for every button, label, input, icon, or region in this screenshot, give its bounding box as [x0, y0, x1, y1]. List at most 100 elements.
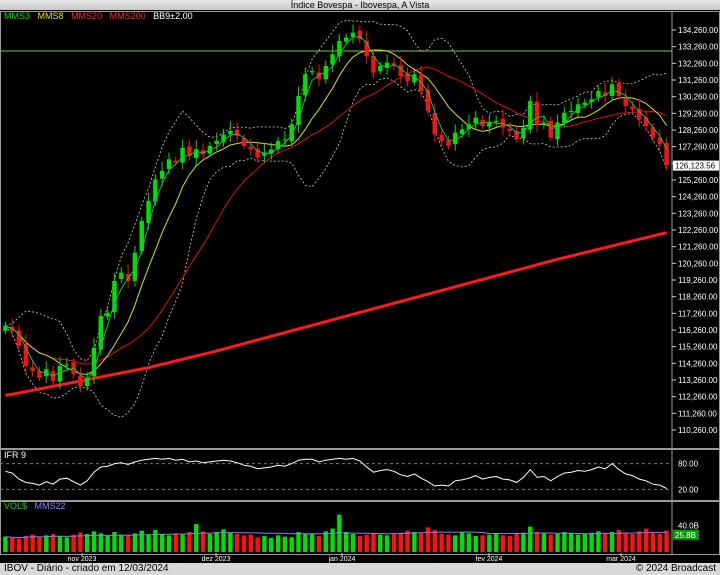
mms3-line: [5, 36, 668, 380]
price-tick-label-18: 116,260.00: [678, 326, 718, 335]
volume-bar: [480, 535, 485, 552]
candle-body: [3, 326, 8, 331]
price-tick-label-15: 119,260.00: [678, 276, 718, 285]
candle-body: [30, 367, 35, 371]
candle-body: [187, 146, 192, 156]
candle-body: [466, 124, 472, 130]
legend-mms8: MMS8: [37, 11, 64, 21]
volume-bar: [166, 535, 172, 552]
candle-body: [596, 91, 601, 98]
volume-bar: [194, 524, 199, 552]
volume-bar: [418, 533, 424, 552]
volume-bar: [609, 532, 615, 552]
price-tick-label-16: 118,260.00: [678, 293, 718, 302]
candle-body: [146, 201, 151, 223]
candle-body: [616, 83, 622, 96]
volume-bar: [657, 534, 662, 552]
price-tick-label-7: 127,260.00: [678, 143, 719, 152]
candle-body: [228, 131, 233, 135]
volume-bar: [344, 532, 349, 552]
candle-body: [159, 171, 165, 179]
volume-bar: [30, 534, 35, 552]
price-tick-label-5: 129,260.00: [678, 109, 719, 118]
volume-bar: [439, 534, 444, 552]
volume-bar: [316, 536, 322, 552]
price-tick-label-20: 114,260.00: [678, 359, 718, 368]
volume-bar: [425, 527, 431, 552]
candle-body: [105, 312, 110, 317]
price-tick-label-12: 122,260.00: [678, 226, 719, 235]
price-tick-label-22: 112,260.00: [678, 393, 718, 402]
candle-body: [487, 122, 492, 127]
volume-bar: [453, 535, 458, 552]
legend-mms3: MMS3: [4, 11, 31, 21]
candle-body: [637, 108, 642, 120]
x-tick-label-1: dez 2023: [202, 556, 231, 563]
volume-last-badge: [673, 529, 699, 540]
price-tick-label-0: 134,260.00: [678, 26, 719, 35]
candle-body: [241, 138, 247, 146]
candle-body: [528, 101, 533, 130]
volume-bar: [303, 534, 308, 552]
x-tick-label-0: nov 2023: [68, 556, 97, 563]
candle-body: [398, 65, 403, 76]
candle-body: [582, 102, 588, 105]
candle-body: [446, 140, 451, 146]
candle-body: [425, 89, 431, 111]
candle-body: [234, 129, 240, 136]
candle-body: [275, 141, 281, 150]
volume-bar: [596, 531, 601, 552]
candle-body: [112, 281, 117, 312]
volume-bar: [541, 533, 547, 552]
volume-bar: [378, 534, 383, 552]
candle-body: [350, 32, 356, 37]
candle-body: [364, 40, 369, 56]
price-tick-label-2: 132,260.00: [678, 59, 719, 68]
candle-body: [405, 74, 410, 81]
volume-bar: [228, 532, 233, 552]
candle-body: [289, 124, 294, 142]
volume-ma-line: [5, 531, 667, 539]
panel-frame-0: [0, 11, 720, 449]
panel-frame-1: [0, 449, 720, 501]
volume-bar: [616, 530, 622, 552]
candle-body: [255, 148, 260, 158]
volume-bar: [255, 537, 260, 552]
last-price-label: 126,123.56: [675, 162, 716, 171]
volume-bar: [84, 534, 90, 552]
volume-tick-label-0: 40.0B: [678, 521, 699, 530]
candle-body: [173, 160, 179, 163]
mms200-line: [5, 231, 667, 397]
candle-body: [282, 139, 288, 141]
volume-bar: [16, 538, 22, 552]
candle-body: [330, 54, 335, 65]
candle-body: [548, 120, 553, 138]
price-tick-label-9: 125,260.00: [678, 176, 719, 185]
legend: MMS3 MMS8 MMS20 MMS200 BB9±2.00: [4, 11, 198, 21]
x-tick-label-4: mar 2024: [606, 556, 636, 563]
candle-body: [378, 66, 383, 72]
candle-body: [357, 30, 363, 40]
candle-body: [337, 41, 342, 57]
ifr-line: [5, 457, 667, 489]
price-tick-label-23: 111,260.00: [678, 409, 717, 418]
volume-bar: [507, 536, 513, 552]
candle-body: [153, 179, 158, 202]
candle-body: [473, 117, 478, 123]
volume-bar: [650, 533, 656, 552]
window-title: Índice Bovespa - Ibovespa, A Vista: [0, 0, 720, 10]
legend-mms200: MMS200: [109, 11, 146, 21]
candle-body: [555, 122, 560, 139]
volume-bar: [664, 530, 669, 552]
candle-body: [432, 113, 438, 135]
volume-bar: [241, 535, 247, 552]
volume-bar: [582, 534, 588, 552]
volume-bar: [98, 533, 104, 552]
x-tick-label-3: fev 2024: [476, 556, 503, 563]
volume-bar: [146, 534, 151, 552]
volume-bar: [603, 533, 608, 552]
volume-bar: [57, 536, 63, 552]
volume-bar: [37, 537, 42, 552]
volume-bar: [125, 535, 131, 552]
